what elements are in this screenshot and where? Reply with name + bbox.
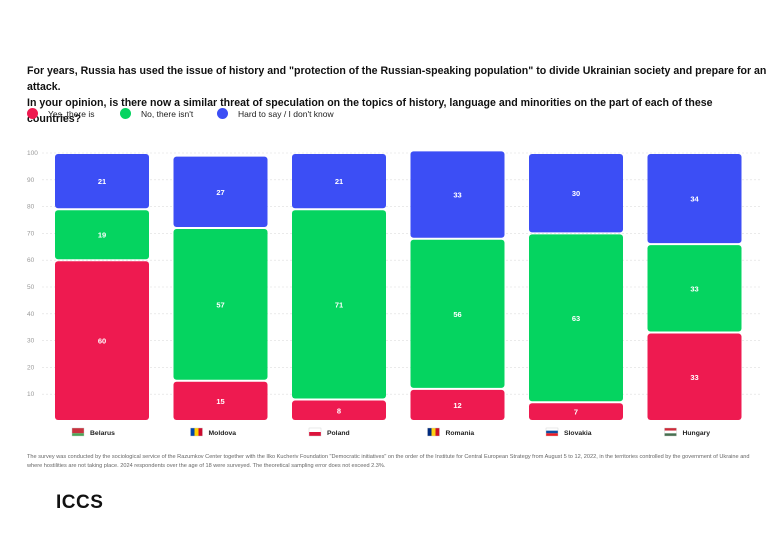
- bar-belarus-no: [55, 210, 149, 260]
- data-label-slovakia-yes: 7: [574, 408, 578, 417]
- data-label-moldova-yes: 15: [216, 397, 224, 406]
- flag-hungary-stripe: [664, 430, 677, 434]
- title-line-1: For years, Russia has used the issue of …: [27, 65, 767, 93]
- flag-hungary-icon: [664, 427, 677, 437]
- data-label-poland-no: 71: [335, 300, 343, 309]
- legend-item-hard-to-say[interactable]: Hard to say / I don't know: [217, 108, 334, 119]
- flag-moldova-stripe: [198, 428, 203, 436]
- flag-belarus-border: [71, 427, 85, 437]
- bar-romania-hard-to-say: [410, 151, 505, 238]
- flag-romania-border: [427, 427, 440, 437]
- bar-hungary-no: [647, 245, 742, 332]
- flag-slovakia-stripe: [546, 428, 558, 431]
- bar-moldova-hard-to-say: [173, 156, 268, 228]
- data-label-belarus-hard-to-say: 21: [98, 177, 106, 186]
- bar-belarus-hard-to-say: [55, 154, 149, 209]
- flag-slovakia-icon: [545, 427, 559, 437]
- stacked-bar-chart: 10 20 30 40 50 60 70 80 90 100 60 19 21 Belarus 15 57 27…: [27, 150, 760, 437]
- data-label-slovakia-hard-to-say: 30: [572, 189, 580, 198]
- flag-romania-stripe: [427, 428, 432, 436]
- legend-swatch-no: [120, 108, 131, 119]
- flag-moldova-border: [190, 427, 203, 437]
- x-tick-label-hungary: Hungary: [683, 430, 711, 437]
- bar-romania-yes: [410, 389, 505, 420]
- bar-moldova-yes: [173, 381, 268, 420]
- flag-poland-icon: [308, 427, 322, 437]
- survey-footnote: The survey was conducted by the sociolog…: [27, 454, 750, 469]
- chart-title: For years, Russia has used the issue of …: [27, 63, 767, 127]
- x-tick-label-romania: Romania: [446, 430, 475, 437]
- flag-romania-stripe: [435, 428, 440, 436]
- iccs-logo: ICCS: [56, 492, 104, 513]
- y-tick-label-80: 80: [27, 204, 35, 211]
- y-tick-label-40: 40: [27, 311, 35, 318]
- bar-hungary-yes: [647, 333, 742, 420]
- data-label-romania-no: 56: [453, 310, 461, 319]
- flag-romania-icon: [427, 427, 440, 437]
- bar-belarus-yes: [55, 261, 149, 420]
- data-label-romania-yes: 12: [453, 401, 461, 410]
- flag-moldova-stripe: [194, 428, 199, 436]
- y-tick-label-70: 70: [27, 230, 35, 237]
- flag-hungary-stripe: [664, 428, 677, 431]
- flag-poland-stripe: [309, 432, 321, 436]
- flag-poland-stripe: [309, 428, 321, 432]
- y-tick-label-60: 60: [27, 257, 35, 264]
- flag-belarus-icon: [71, 427, 85, 437]
- data-label-romania-hard-to-say: 33: [453, 191, 461, 200]
- y-tick-label-90: 90: [27, 177, 35, 184]
- y-tick-label-20: 20: [27, 364, 35, 371]
- y-tick-label-30: 30: [27, 338, 35, 345]
- x-tick-label-belarus: Belarus: [90, 430, 115, 437]
- flag-romania-stripe: [431, 428, 436, 436]
- bar-poland-hard-to-say: [292, 154, 386, 209]
- bar-romania-no: [410, 239, 505, 388]
- data-label-hungary-yes: 33: [690, 373, 698, 382]
- bar-hungary-hard-to-say: [647, 154, 742, 244]
- data-label-moldova-no: 57: [216, 300, 224, 309]
- legend-swatch-hard-to-say: [217, 108, 228, 119]
- bar-slovakia-yes: [529, 403, 623, 420]
- y-tick-label-10: 10: [27, 391, 35, 398]
- data-label-belarus-no: 19: [98, 231, 106, 240]
- flag-hungary-stripe: [664, 433, 677, 436]
- data-label-poland-yes: 8: [337, 406, 341, 415]
- legend-item-no[interactable]: No, there isn't: [120, 108, 193, 119]
- y-tick-label-50: 50: [27, 284, 35, 291]
- flag-moldova-icon: [190, 427, 203, 437]
- x-tick-label-slovakia: Slovakia: [564, 430, 592, 437]
- data-label-hungary-no: 33: [690, 284, 698, 293]
- legend-label-hard-to-say: Hard to say / I don't know: [238, 108, 334, 119]
- bar-poland-no: [292, 210, 386, 399]
- x-tick-label-moldova: Moldova: [209, 430, 237, 437]
- flag-moldova-stripe: [190, 428, 195, 436]
- y-tick-label-100: 100: [27, 150, 38, 157]
- data-label-hungary-hard-to-say: 34: [690, 195, 699, 204]
- legend-label-no: No, there isn't: [141, 108, 194, 119]
- legend-label-yes: Yes, there is: [48, 108, 95, 119]
- bar-poland-yes: [292, 400, 386, 420]
- legend-item-yes[interactable]: Yes, there is: [27, 108, 94, 119]
- flag-slovakia-stripe: [546, 433, 558, 436]
- flag-slovakia-border: [545, 427, 559, 437]
- bar-moldova-no: [173, 229, 268, 380]
- data-label-poland-hard-to-say: 21: [335, 177, 343, 186]
- title-line-2: In your opinion, is there now a similar …: [27, 97, 713, 125]
- flag-slovakia-stripe: [546, 430, 558, 434]
- flag-belarus-stripe: [72, 428, 84, 434]
- data-label-belarus-yes: 60: [98, 337, 106, 346]
- data-label-moldova-hard-to-say: 27: [216, 188, 224, 197]
- x-tick-label-poland: Poland: [327, 430, 350, 437]
- flag-poland-border: [308, 427, 322, 437]
- legend-swatch-yes: [27, 108, 38, 119]
- flag-hungary-border: [664, 427, 677, 437]
- data-label-slovakia-no: 63: [572, 314, 580, 323]
- flag-belarus-stripe: [72, 433, 84, 436]
- bar-slovakia-no: [529, 234, 623, 402]
- bar-slovakia-hard-to-say: [529, 154, 623, 233]
